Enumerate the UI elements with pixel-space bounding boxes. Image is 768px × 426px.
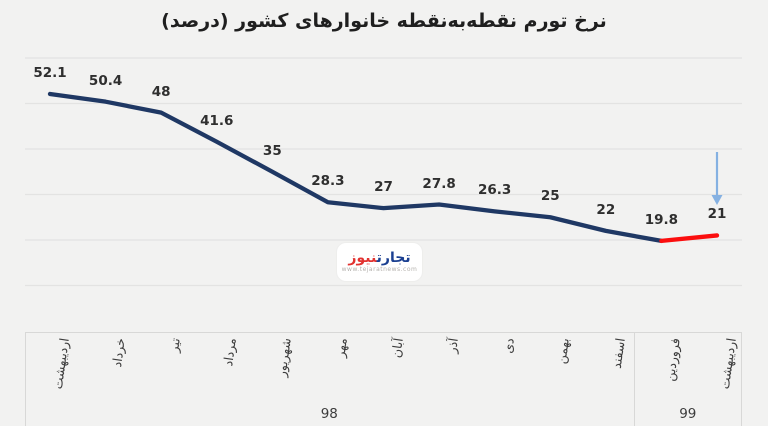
data-label: 35	[262, 142, 282, 159]
chart-title: نرخ تورم نقطه‌به‌نقطه خانوارهای کشور (در…	[161, 10, 607, 32]
data-label: 19.8	[644, 211, 679, 228]
brand-url: www.tejaratnews.com	[341, 265, 418, 273]
data-label: 28.3	[311, 173, 345, 190]
inflation-rate-line	[47, 91, 664, 244]
brand-word-red: نیوز	[348, 249, 377, 266]
axis-label-month: آذر	[443, 337, 461, 355]
inflation-rate-latest-highlight-line	[659, 233, 720, 244]
axis-label-month: تیر	[166, 337, 184, 354]
axis-label-month: آبان	[387, 337, 406, 359]
data-label: 52.1	[33, 64, 67, 81]
axis-label-month: مهر	[332, 337, 350, 359]
brand-word-blue: تجارت	[376, 249, 411, 266]
data-label: 25	[540, 188, 560, 205]
axis-label-year: 99	[679, 406, 697, 422]
data-label: 26.3	[478, 182, 512, 199]
axis-label-month: دی	[499, 337, 517, 355]
axis-label-year: 98	[320, 406, 338, 422]
data-label: 50.4	[88, 72, 123, 89]
data-label: 48	[151, 83, 171, 100]
data-label: 41.6	[200, 112, 234, 129]
data-label: 27	[374, 179, 393, 196]
data-label: 22	[596, 201, 616, 218]
down-arrow-icon	[711, 195, 723, 205]
data-label: 21	[707, 206, 727, 223]
tejaratnews-watermark-logo: تجارتنیوز www.tejaratnews.com	[337, 243, 422, 281]
x-axis-box	[25, 332, 742, 426]
brand-wordmark: تجارتنیوز	[348, 249, 411, 266]
year-group-divider	[633, 332, 635, 426]
data-label: 27.8	[422, 175, 456, 192]
